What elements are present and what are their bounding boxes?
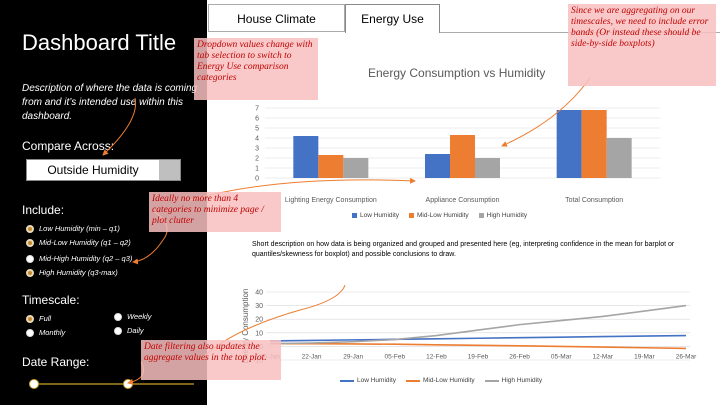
y-tick-label: 30 xyxy=(255,303,263,310)
bar-legend: Low Humidity Mid-Low Humidity High Humid… xyxy=(352,212,527,219)
radio-empty-icon[interactable] xyxy=(26,328,34,337)
timescale-option-full[interactable]: Full xyxy=(26,314,51,323)
legend-swatch-high xyxy=(478,213,484,218)
y-tick-label: 6 xyxy=(255,116,259,123)
radio-empty-icon[interactable] xyxy=(114,326,122,335)
date-range-label: Date Range: xyxy=(22,355,90,369)
include-option-midhigh[interactable]: Mid-High Humidity (q2 – q3) xyxy=(26,254,132,263)
compare-label: Compare Across: xyxy=(22,139,115,153)
x-tick-label: 19-Feb xyxy=(468,353,489,360)
include-option-high[interactable]: High Humidity (q3-max) xyxy=(26,268,118,277)
bar xyxy=(293,136,319,178)
radio-empty-icon[interactable] xyxy=(114,312,122,321)
bar xyxy=(318,155,344,178)
x-category-label: Total Consumption xyxy=(565,197,623,204)
y-tick-label: 10 xyxy=(255,330,263,337)
bar-chart: 0 1 2 3 4 5 6 7 Lighting Energy Consumption Appli… xyxy=(255,106,660,204)
bar xyxy=(475,158,500,178)
x-tick-label: 22-Jan xyxy=(302,353,322,360)
note-categories: Ideally no more than 4 categories to min… xyxy=(149,192,281,232)
bar xyxy=(343,158,369,178)
x-tick-label: 12-Feb xyxy=(426,353,447,360)
bar xyxy=(606,138,632,178)
dashboard-title: Dashboard Title xyxy=(22,30,177,55)
note-dropdown: Dropdown values change with tab selectio… xyxy=(194,38,318,100)
bar xyxy=(450,135,475,178)
y-tick-label: 40 xyxy=(255,290,263,297)
y-axis-label: Energy Consumption xyxy=(241,289,250,364)
chevron-down-icon[interactable] xyxy=(159,160,180,180)
y-tick-label: 5 xyxy=(255,126,259,133)
arrow-error-bands xyxy=(501,77,591,147)
radio-selected-icon[interactable] xyxy=(26,238,34,247)
x-tick-label: 29-Jan xyxy=(343,353,363,360)
tab-house-climate[interactable]: House Climate xyxy=(208,4,345,32)
legend-line-low xyxy=(340,379,354,382)
line-legend: Low Humidity Mid-Low Humidity High Humid… xyxy=(340,377,542,384)
y-tick-label: 0 xyxy=(255,176,259,183)
bar xyxy=(581,110,607,178)
bar xyxy=(425,154,450,178)
series-line xyxy=(270,342,687,350)
legend-swatch-low xyxy=(352,213,357,218)
x-category-label: Lighting Energy Consumption xyxy=(285,197,377,204)
series-line xyxy=(269,334,687,342)
x-tick-label: 05-Mar xyxy=(551,353,572,360)
y-tick-label: 4 xyxy=(255,136,259,143)
legend-line-midlow xyxy=(406,379,421,382)
slider-start-handle[interactable] xyxy=(29,379,39,389)
dashboard-description: Description of where the data is coming … xyxy=(22,83,198,122)
radio-empty-icon[interactable] xyxy=(26,254,34,263)
radio-selected-icon[interactable] xyxy=(26,268,34,277)
x-tick-label: 26-Mar xyxy=(676,353,697,360)
compare-dropdown[interactable]: Outside Humidity xyxy=(26,159,181,181)
include-label: Include: xyxy=(22,203,65,217)
radio-selected-icon[interactable] xyxy=(26,224,34,233)
chart-description: Short description on how data is being o… xyxy=(252,241,675,258)
note-date-filter: Date filtering also updates the aggregat… xyxy=(141,340,281,380)
note-error-bands: Since we are aggregating on our timescal… xyxy=(568,4,716,86)
timescale-option-daily[interactable]: Daily xyxy=(114,326,144,335)
x-tick-label: 05-Feb xyxy=(384,353,405,360)
x-category-label: Appliance Consumption xyxy=(426,197,500,204)
timescale-label: Timescale: xyxy=(22,293,80,307)
timescale-option-monthly[interactable]: Monthly xyxy=(26,328,65,337)
tab-energy-use[interactable]: Energy Use xyxy=(345,4,440,33)
y-tick-label: 20 xyxy=(255,317,263,324)
include-option-midlow[interactable]: Mid-Low Humidity (q1 – q2) xyxy=(26,238,131,247)
bar-chart-title: Energy Consumption vs Humidity xyxy=(368,66,546,80)
y-tick-label: 3 xyxy=(255,146,259,153)
x-tick-label: 26-Feb xyxy=(509,353,530,360)
series-line xyxy=(269,304,687,345)
legend-swatch-midlow xyxy=(409,213,415,218)
legend-line-high xyxy=(484,379,499,382)
y-tick-label: 1 xyxy=(255,166,259,173)
radio-selected-icon[interactable] xyxy=(26,314,34,323)
y-tick-label: 2 xyxy=(255,156,259,163)
bar xyxy=(556,110,582,178)
y-tick-label: 7 xyxy=(255,106,259,113)
x-tick-label: 12-Mar xyxy=(593,353,614,360)
arrow-dropdown xyxy=(102,97,137,156)
include-option-low[interactable]: Low Humidity (min – q1) xyxy=(26,224,120,233)
x-tick-label: 19-Mar xyxy=(634,353,655,360)
timescale-option-weekly[interactable]: Weekly xyxy=(114,312,151,321)
